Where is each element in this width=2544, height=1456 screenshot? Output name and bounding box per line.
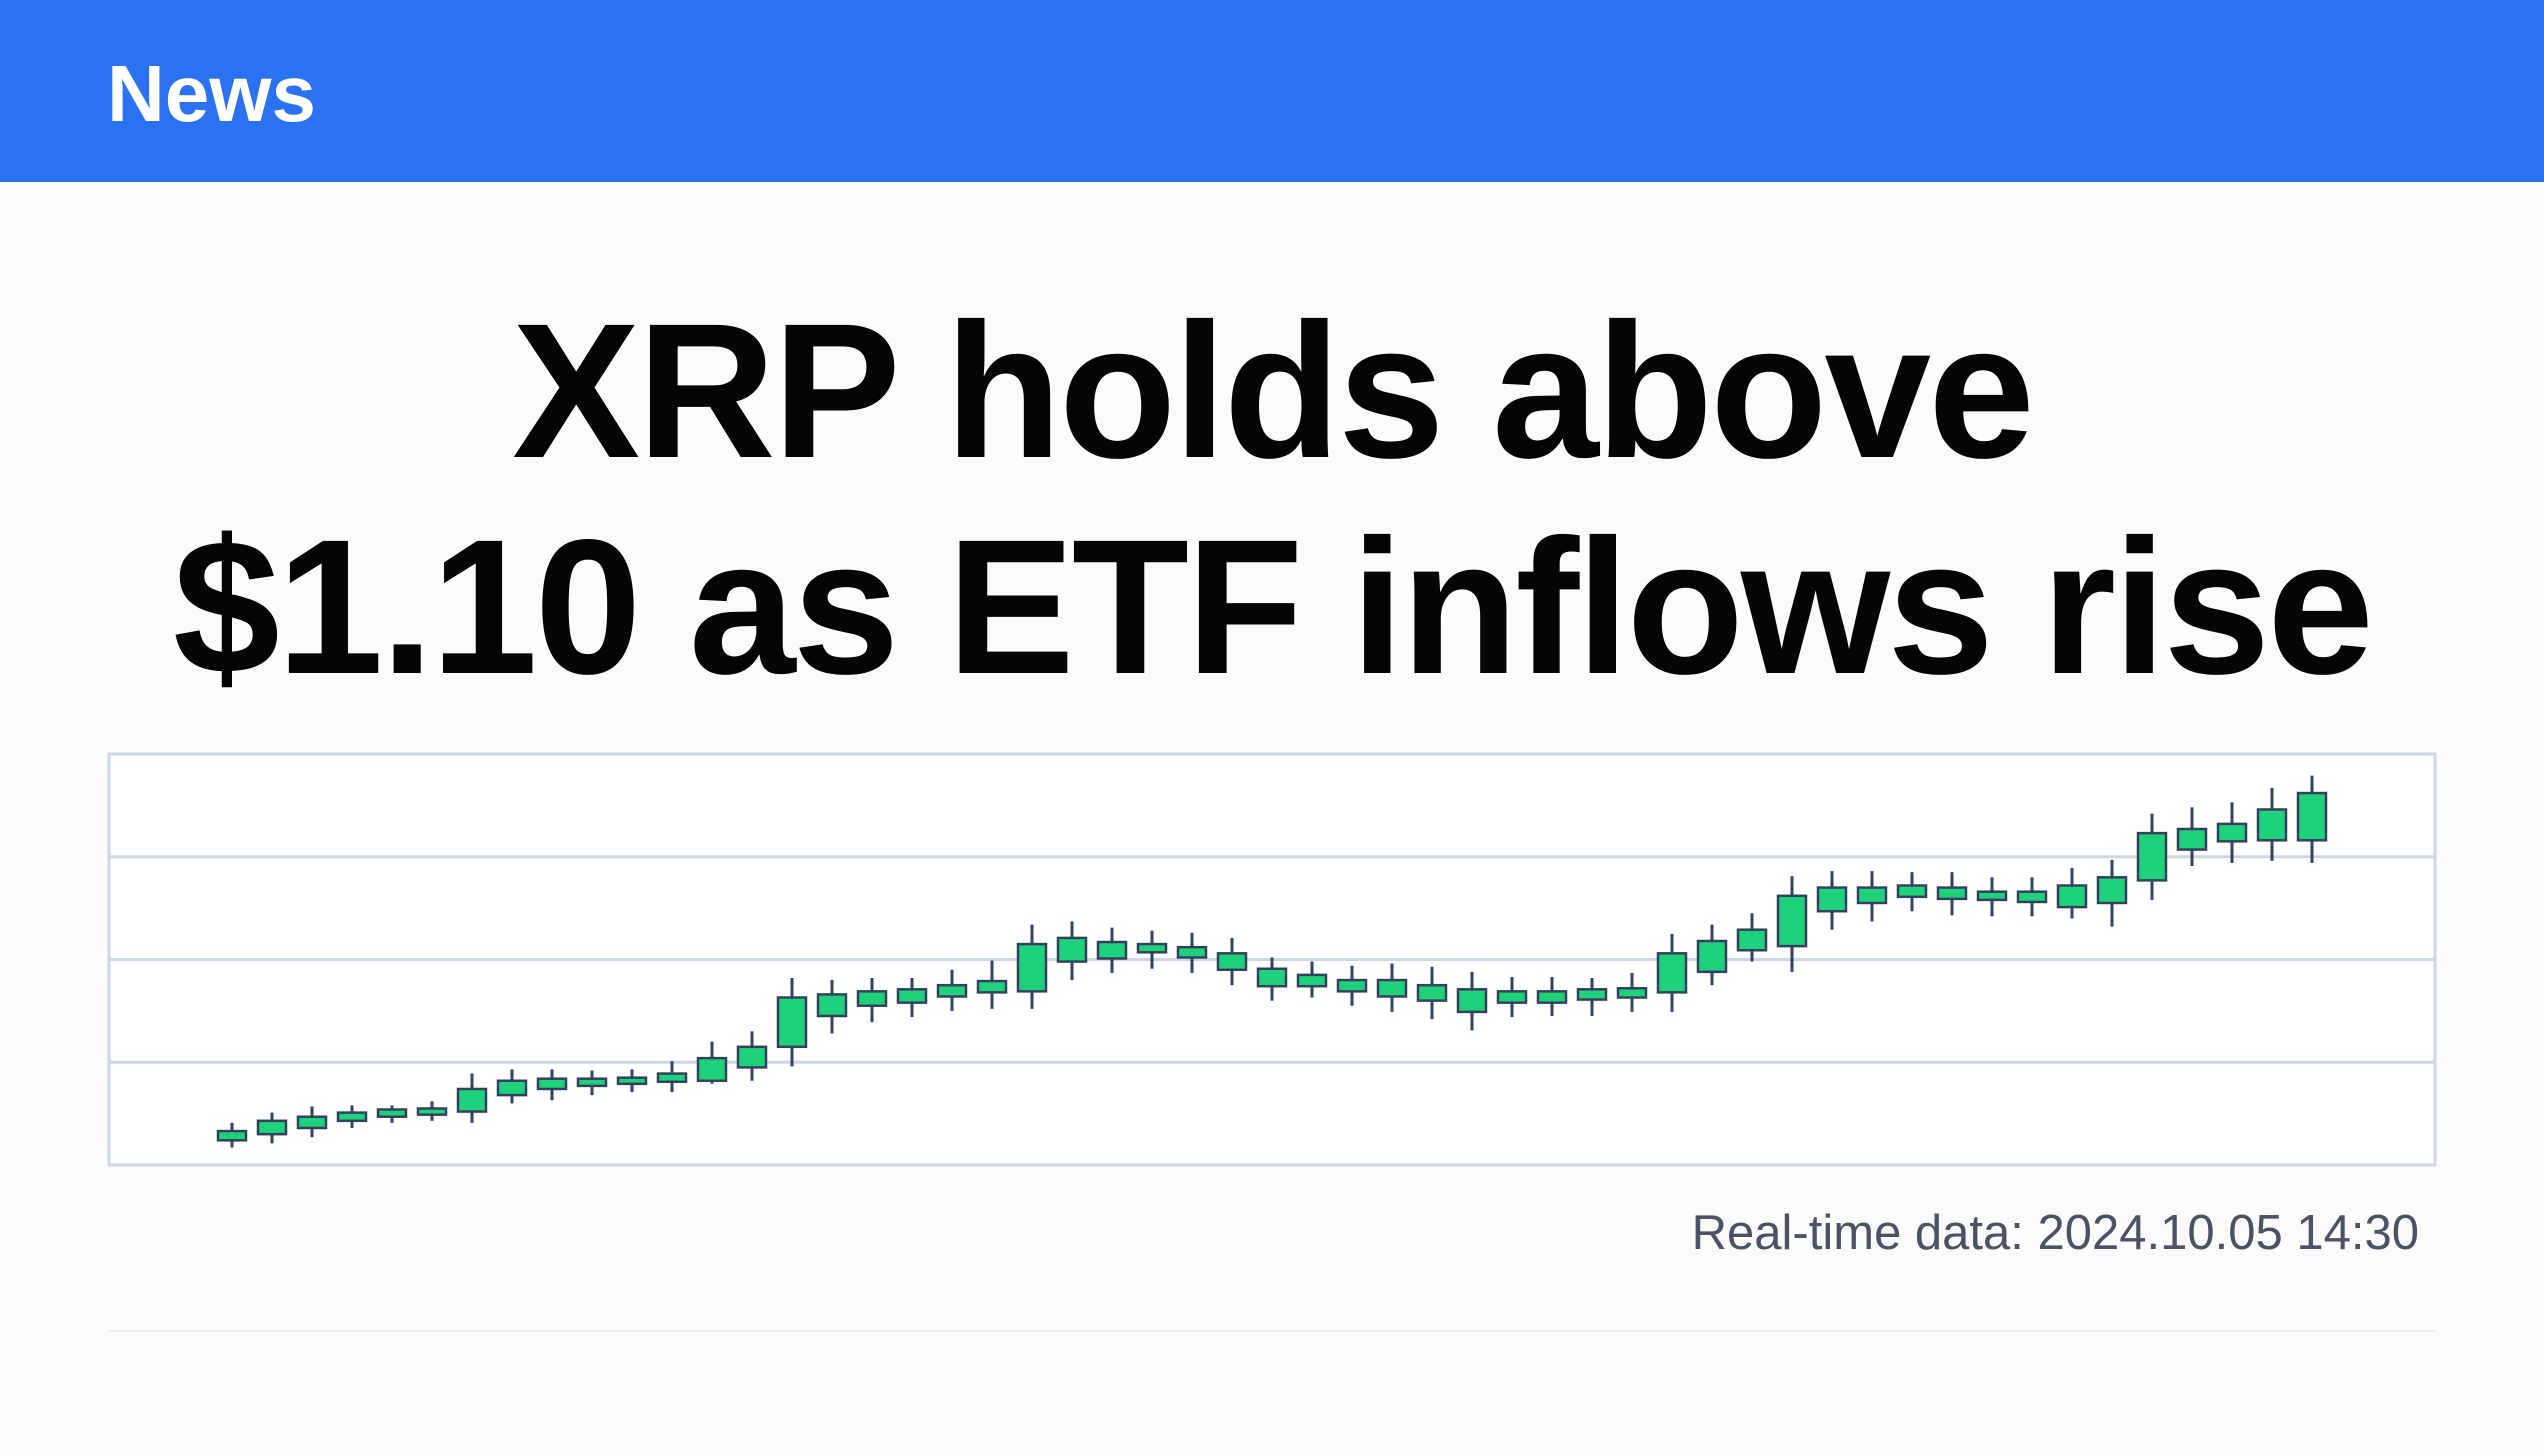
candle-body [2096, 876, 2128, 905]
candle-body [936, 983, 968, 998]
candle-body [816, 993, 848, 1018]
candle-body [1976, 890, 2008, 902]
candle-body [776, 996, 808, 1049]
candle-body [256, 1119, 288, 1136]
candle-body [1736, 928, 1768, 952]
candle-body [456, 1087, 488, 1113]
candle-body [1016, 942, 1048, 993]
candle-body [1296, 973, 1328, 988]
candle-body [1056, 936, 1088, 963]
timestamp: Real-time data: 2024.10.05 14:30 [1691, 1206, 2419, 1260]
section-label[interactable]: News [107, 49, 316, 138]
candle-body [976, 979, 1008, 994]
candle-body [1936, 886, 1968, 901]
candle-body [2016, 890, 2048, 904]
candle-body [216, 1129, 248, 1142]
candle-body [1816, 886, 1848, 913]
candle-body [2256, 808, 2288, 842]
candle-body [536, 1077, 568, 1091]
candle-body [856, 990, 888, 1007]
candle-body [2176, 827, 2208, 851]
candle-body [1216, 952, 1248, 972]
candle-body [656, 1072, 688, 1084]
candle-body [736, 1045, 768, 1069]
candle-body [1776, 894, 1808, 948]
candle-body [2056, 884, 2088, 909]
candle-body [1376, 978, 1408, 998]
candle-body [376, 1108, 408, 1118]
candle-body [896, 988, 928, 1004]
candle-body [1176, 945, 1208, 959]
candle-body [2216, 822, 2248, 843]
candle-body [1536, 990, 1568, 1004]
candle-body [1096, 940, 1128, 960]
candle-body [1896, 884, 1928, 899]
candle-body [1456, 988, 1488, 1014]
candle-body [1576, 988, 1608, 1001]
candle-body [2136, 831, 2168, 882]
top-bar: News [0, 0, 2544, 182]
candle-body [1416, 983, 1448, 1002]
candle-body [696, 1056, 728, 1082]
candle-body [1256, 967, 1288, 988]
candle-body [1336, 978, 1368, 993]
headline-line: $1.10 as ETF inflows rise [173, 499, 2374, 714]
candle-body [616, 1076, 648, 1086]
candle-body [576, 1077, 608, 1088]
candle-body [1496, 990, 1528, 1004]
candle-body [496, 1079, 528, 1097]
candle-body [336, 1111, 368, 1123]
divider [109, 1330, 2435, 1332]
candle-body [1616, 987, 1648, 999]
candle-body [416, 1107, 448, 1116]
candle-body [2296, 791, 2328, 842]
candle-body [1136, 942, 1168, 954]
candle-body [1696, 939, 1728, 974]
headline-line: XRP holds above [512, 283, 2035, 498]
candle-body [1856, 886, 1888, 905]
candle-body [1656, 952, 1688, 994]
candle-body [296, 1115, 328, 1130]
